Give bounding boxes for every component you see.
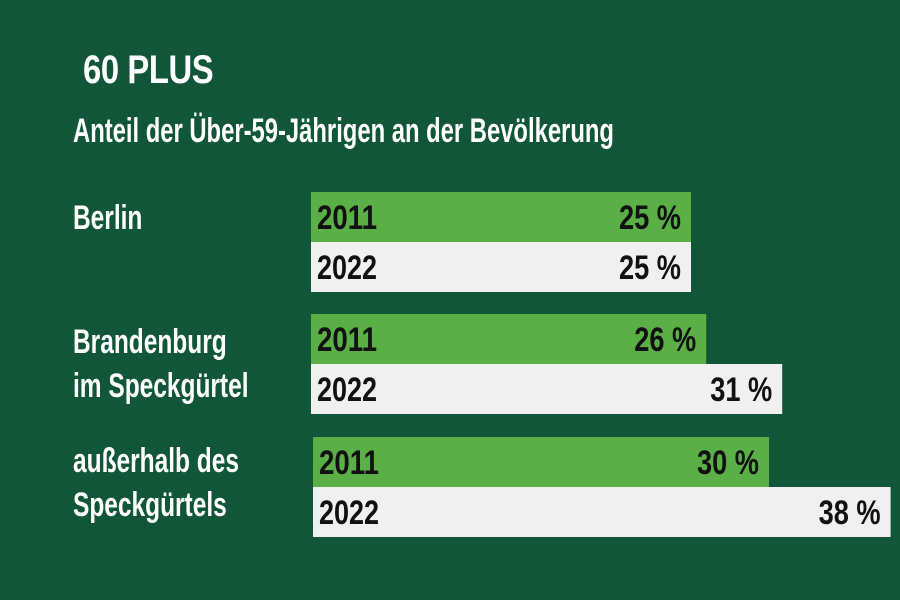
bar-year-label: 2011 <box>317 199 377 237</box>
bar-2011 <box>311 192 691 242</box>
group-label-line: im Speckgürtel <box>73 367 249 405</box>
chart-subtitle: Anteil der Über-59-Jährigen an der Bevöl… <box>73 112 614 150</box>
bar-value-label: 25 % <box>619 249 681 287</box>
group-label-line: Brandenburg <box>73 323 227 361</box>
bar-value-label: 38 % <box>819 494 881 532</box>
group-label-line: außerhalb des <box>73 442 239 480</box>
bar-2022 <box>311 364 783 414</box>
bar-2011 <box>313 437 769 487</box>
bar-value-label: 25 % <box>619 199 681 237</box>
bar-year-label: 2011 <box>317 321 377 359</box>
bar-year-label: 2022 <box>317 249 377 287</box>
group-label-line: Speckgürtels <box>73 486 227 524</box>
bar-year-label: 2022 <box>319 494 379 532</box>
group-label-berlin: Berlin <box>73 196 142 240</box>
bar-value-label: 26 % <box>634 321 696 359</box>
bar-year-label: 2022 <box>317 371 377 409</box>
bar-2011 <box>311 314 707 364</box>
bar-2022 <box>311 242 691 292</box>
group-label-speckguertel: Brandenburg im Speckgürtel <box>73 320 249 408</box>
bar-value-label: 31 % <box>710 371 772 409</box>
chart-title: 60 PLUS <box>83 48 214 92</box>
group-label-ausserhalb: außerhalb des Speckgürtels <box>73 439 239 527</box>
bar-value-label: 30 % <box>697 444 759 482</box>
group-label-line: Berlin <box>73 199 143 237</box>
bar-2022 <box>313 487 891 537</box>
bar-year-label: 2011 <box>319 444 379 482</box>
